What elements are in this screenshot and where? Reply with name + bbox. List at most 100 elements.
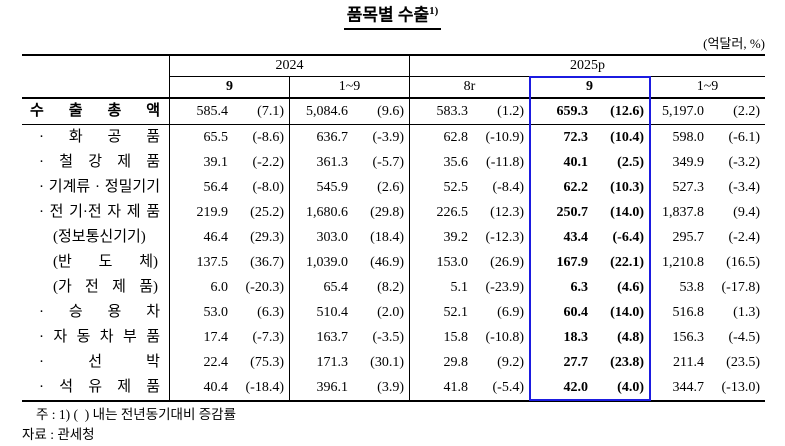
cell-2025p-9: 72.3 (10.4) xyxy=(530,125,650,150)
cell-2025p-8r: 35.6 (-11.8) xyxy=(410,150,530,175)
cell-2025p-1to9: 1,210.8 (16.5) xyxy=(662,255,760,270)
cell-2024-9: 22.4 (75.3) xyxy=(170,350,290,375)
row-label: (반 도 체) xyxy=(22,250,170,275)
cell-2025p-1to9: 598.0 (-6.1) xyxy=(672,130,761,145)
cell-2024-9: 65.5 (-8.6) xyxy=(170,125,290,150)
cell-2025p-8r: 29.8 (9.2) xyxy=(410,350,530,375)
cell-2025p-9: 27.7 (23.8) xyxy=(530,350,650,375)
cell-2024-9: 17.4 (-7.3) xyxy=(170,325,290,350)
row-label: · 화 공 품 xyxy=(22,125,170,150)
table-row: · 승 용 차 53.0 (6.3) 510.4 (2.0) 52.1 (6.9) 6… xyxy=(22,300,765,325)
row-label: · 승 용 차 xyxy=(22,300,170,325)
table-row: · 철 강 제 품 39.1 (-2.2) 361.3 (-5.7) 35.6 (-1… xyxy=(22,150,765,175)
cell-2025p-9: 659.3 (12.6) xyxy=(530,99,650,124)
row-label: (가 전 제 품) xyxy=(22,275,170,300)
cell-2025p-1to9: 53.8 (-17.8) xyxy=(679,280,761,295)
cell-2024-1to9: 163.7 (-3.5) xyxy=(290,325,410,350)
group-header-2024: 2024 xyxy=(170,56,410,77)
table-row: · 선 박 22.4 (75.3) 171.3 (30.1) 29.8 (9.2) 2… xyxy=(22,350,765,375)
cell-2025p-1to9: 156.3 (-4.5) xyxy=(672,330,761,345)
cell-2025p-1to9: 5,197.0 (2.2) xyxy=(662,104,760,119)
cell-2025p-9: 250.7 (14.0) xyxy=(530,200,650,225)
cell-2025p-9: 43.4 (-6.4) xyxy=(530,225,650,250)
cell-2025p-8r: 52.1 (6.9) xyxy=(410,300,530,325)
table-group-header-row: 2024 2025p xyxy=(22,56,765,77)
cell-2025p-1to9: 1,837.8 (9.4) xyxy=(662,205,760,220)
cell-2024-1to9: 5,084.6 (9.6) xyxy=(290,99,410,124)
row-label: · 자 동 차 부 품 xyxy=(22,325,170,350)
corner-cell-2 xyxy=(22,77,170,99)
cell-2024-1to9: 361.3 (-5.7) xyxy=(290,150,410,175)
export-table: 2024 2025p 9 1~9 8r 9 1~9 수 출 총 액 585.4(… xyxy=(22,54,765,402)
cell-2025p-9: 60.4 (14.0) xyxy=(530,300,650,325)
cell-2025p-9: 167.9 (22.1) xyxy=(530,250,650,275)
cell-2025p-9: 6.3 (4.6) xyxy=(530,275,650,300)
cell-2024-1to9: 396.1 (3.9) xyxy=(290,375,410,400)
row-label: · 철 강 제 품 xyxy=(22,150,170,175)
row-label: 수 출 총 액 xyxy=(22,99,170,124)
cell-2024-9: 56.4 (-8.0) xyxy=(170,175,290,200)
unit-note: (억달러, %) xyxy=(703,36,765,51)
table-row: · 전 기·전 자 제 품 219.9 (25.2) 1,680.6 (29.8) … xyxy=(22,200,765,225)
col-header-2024-9: 9 xyxy=(170,77,290,99)
cell-2025p-8r: 52.5 (-8.4) xyxy=(410,175,530,200)
cell-2025p-1to9: 349.9 (-3.2) xyxy=(672,155,761,170)
cell-2025p-1to9: 344.7 (-13.0) xyxy=(672,380,761,395)
col-header-2024-1to9: 1~9 xyxy=(290,77,410,99)
group-header-2025p: 2025p xyxy=(410,56,765,77)
cell-2024-1to9: 303.0 (18.4) xyxy=(290,225,410,250)
cell-2024-1to9: 510.4 (2.0) xyxy=(290,300,410,325)
cell-2025p-8r: 226.5 (12.3) xyxy=(410,200,530,225)
title-footnote-marker: 1) xyxy=(429,5,439,17)
row-label: · 전 기·전 자 제 품 xyxy=(22,200,170,225)
cell-2025p-8r: 62.8 (-10.9) xyxy=(410,125,530,150)
cell-2025p-8r: 39.2 (-12.3) xyxy=(410,225,530,250)
col-header-2025p-1to9: 1~9 xyxy=(650,77,765,99)
table-row: · 석 유 제 품 40.4 (-18.4) 396.1 (3.9) 41.8 (-5… xyxy=(22,375,765,400)
cell-2024-9: 6.0 (-20.3) xyxy=(170,275,290,300)
cell-2025p-1to9: 211.4 (23.5) xyxy=(673,355,760,370)
table-row: · 화 공 품 65.5 (-8.6) 636.7 (-3.9) 62.8 (-10.… xyxy=(22,125,765,150)
col-header-2025p-8r: 8r xyxy=(410,77,530,99)
col-header-2025p-9: 9 xyxy=(530,77,650,99)
page-title-text: 품목별 수출 xyxy=(346,5,430,25)
cell-2024-1to9: 171.3 (30.1) xyxy=(290,350,410,375)
cell-2024-9: 219.9 (25.2) xyxy=(170,200,290,225)
cell-2025p-1to9: 295.7 (-2.4) xyxy=(672,230,761,245)
table-row: · 기계류 · 정밀기기 56.4 (-8.0) 545.9 (2.6) 52.5(… xyxy=(22,175,765,200)
notes: 주 : 1) ( ) 내는 전년동기대비 증감률 자료 : 관세청 xyxy=(22,405,785,445)
cell-2024-1to9: 1,039.0 (46.9) xyxy=(290,250,410,275)
cell-2025p-8r: 583.3 (1.2) xyxy=(410,99,530,124)
table-row: (정보통신기기) 46.4 (29.3) 303.0 (18.4) 39.2 (-12… xyxy=(22,225,765,250)
cell-2025p-9: 18.3 (4.8) xyxy=(530,325,650,350)
cell-2025p-8r: 15.8 (-10.8) xyxy=(410,325,530,350)
cell-2025p-1to9: 516.8 (1.3) xyxy=(672,305,761,320)
cell-2024-9: 39.1 (-2.2) xyxy=(170,150,290,175)
table-row: 수 출 총 액 585.4 (7.1) 5,084.6 (9.6) 583.3 (1.… xyxy=(22,99,765,125)
row-label: · 기계류 · 정밀기기 xyxy=(22,175,170,200)
footnote: 주 : 1) ( ) 내는 전년동기대비 증감률 xyxy=(36,407,237,422)
corner-cell xyxy=(22,56,170,77)
row-label: (정보통신기기) xyxy=(22,225,170,250)
cell-2024-1to9: 545.9 (2.6) xyxy=(290,175,410,200)
cell-2025p-9: 42.0 (4.0) xyxy=(530,375,650,400)
row-label: · 석 유 제 품 xyxy=(22,375,170,400)
source-note: 자료 : 관세청 xyxy=(22,427,95,442)
table-row: (반 도 체) 137.5 (36.7) 1,039.0 (46.9) 153.0(… xyxy=(22,250,765,275)
table-subheader-row: 9 1~9 8r 9 1~9 xyxy=(22,77,765,99)
page-title: 품목별 수출1) xyxy=(343,5,442,31)
cell-2024-9: 40.4 (-18.4) xyxy=(170,375,290,400)
cell-2024-1to9: 65.4 (8.2) xyxy=(290,275,410,300)
row-label: · 선 박 xyxy=(22,350,170,375)
table-rows: 수 출 총 액 585.4 (7.1) 5,084.6 (9.6) 583.3 (1.… xyxy=(22,99,765,400)
title-row: 품목별 수출1) xyxy=(0,0,785,35)
cell-2024-9: 53.0 (6.3) xyxy=(170,300,290,325)
cell-2025p-8r: 153.0 (26.9) xyxy=(410,250,530,275)
cell-2024-9: 585.4 (7.1) xyxy=(170,99,290,124)
table-row: (가 전 제 품) 6.0 (-20.3) 65.4 (8.2) 5.1 (-23.9… xyxy=(22,275,765,300)
cell-2024-9: 137.5 (36.7) xyxy=(170,250,290,275)
cell-2025p-8r: 5.1 (-23.9) xyxy=(410,275,530,300)
cell-2024-1to9: 1,680.6 (29.8) xyxy=(290,200,410,225)
cell-2024-1to9: 636.7 (-3.9) xyxy=(290,125,410,150)
cell-2025p-1to9: 527.3 (-3.4) xyxy=(672,180,761,195)
